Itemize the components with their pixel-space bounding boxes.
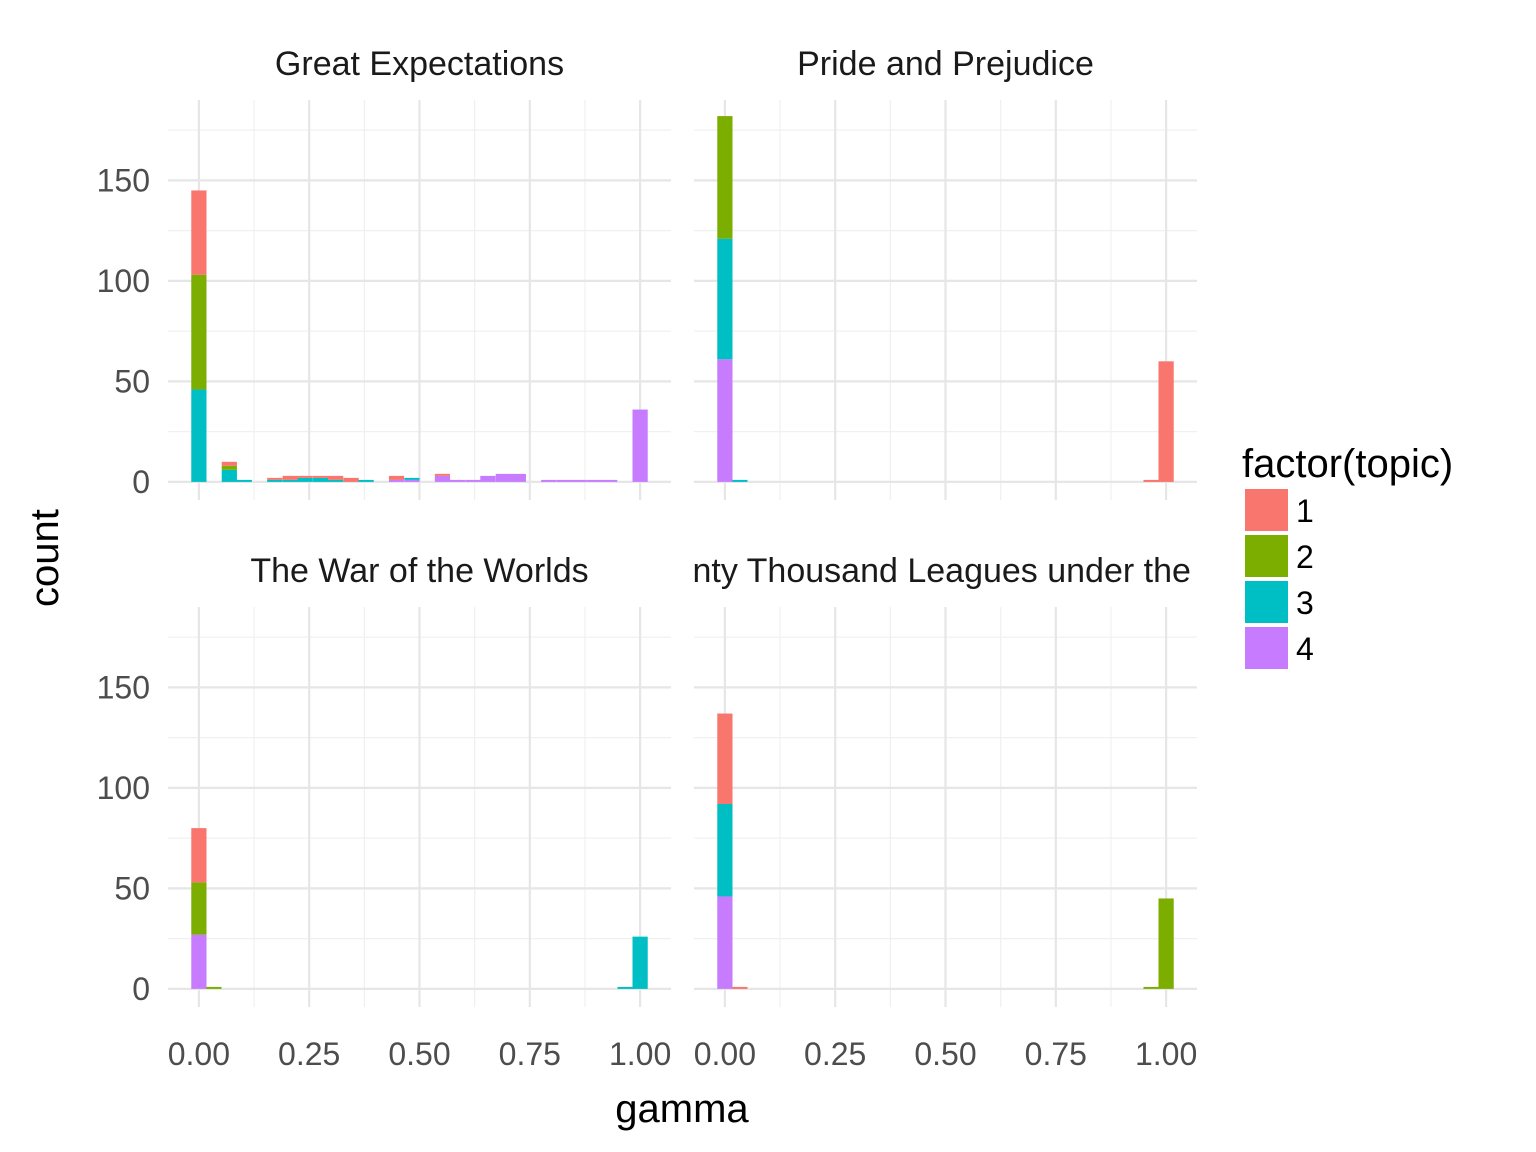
x-tick-label: 1.00 [609,1036,671,1072]
legend-label: 1 [1296,493,1314,529]
histogram-bar-topic-3 [617,986,633,989]
histogram-bar-topic-4 [632,409,648,482]
histogram-bar-topic-1 [1158,361,1174,482]
histogram-bar-topic-4 [449,479,466,482]
histogram-bar-topic-4 [465,479,481,482]
y-tick-label: 0 [132,464,150,500]
y-tick-label: 150 [97,669,150,705]
histogram-bar-topic-2 [1158,898,1174,989]
histogram-bar-topic-2 [206,986,222,989]
x-tick-label: 0.75 [1025,1036,1087,1072]
x-tick-label: 0.50 [914,1036,976,1072]
histogram-bar-topic-4 [571,479,587,482]
histogram-bar-topic-4 [717,896,733,989]
histogram-bar-topic-4 [434,475,451,482]
x-tick-label: 0.00 [694,1036,756,1072]
facet-strip-title: Great Expectations [275,45,564,83]
histogram-bar-topic-1 [717,713,733,804]
x-tick-label: 0.75 [499,1036,561,1072]
histogram-bar-topic-1 [313,475,329,478]
y-tick-label: 100 [97,263,150,299]
histogram-bar-topic-1 [732,986,748,989]
y-tick-label: 50 [114,870,150,906]
legend-key-3 [1245,581,1288,623]
legend-label: 4 [1296,631,1314,667]
histogram-bar-topic-3 [297,477,313,482]
histogram-bar-topic-3 [404,477,420,480]
x-tick-label: 0.25 [278,1036,340,1072]
facet-strip-title: The War of the Worlds [250,552,588,590]
histogram-bar-topic-1 [191,190,207,275]
histogram-bar-topic-3 [267,479,283,482]
histogram-bar-topic-4 [191,934,207,989]
histogram-bar-topic-3 [732,479,748,482]
legend-key-2 [1245,535,1288,577]
histogram-bar-topic-1 [221,461,237,466]
x-tick-label: 0.00 [168,1036,230,1072]
histogram-bar-topic-3 [313,477,329,482]
histogram-bar-topic-1 [282,475,298,480]
facet-strip-title: Twenty Thousand Leagues under the Sea [630,552,1261,590]
y-tick-label: 50 [114,363,150,399]
legend-label: 2 [1296,539,1314,575]
histogram-bar-topic-2 [221,465,237,470]
histogram-bar-topic-4 [556,479,572,482]
legend-label: 3 [1296,585,1314,621]
facet-panel [694,607,1197,1007]
x-tick-label: 0.25 [804,1036,866,1072]
histogram-bar-topic-4 [404,479,420,482]
legend-title: factor(topic) [1242,442,1453,486]
y-axis-title: count [23,509,67,607]
facet-panel [168,607,671,1007]
histogram-bar-topic-2 [191,274,207,390]
legend-key-4 [1245,627,1288,669]
histogram-bar-topic-1 [1143,479,1159,482]
x-axis-title: gamma [615,1087,749,1131]
histogram-bar-topic-4 [717,359,733,482]
facet-strip-title: Pride and Prejudice [797,45,1094,83]
histogram-bar-topic-1 [297,475,313,478]
legend-key-1 [1245,489,1288,531]
facet-panel [168,100,671,500]
histogram-bar-topic-1 [328,475,344,480]
histogram-bar-topic-4 [480,475,496,482]
histogram-bar-topic-1 [388,475,405,480]
y-tick-label: 0 [132,971,150,1007]
histogram-bar-topic-2 [191,882,207,935]
histogram-bar-topic-3 [191,389,207,482]
histogram-bar-topic-1 [267,477,283,480]
histogram-bar-topic-3 [358,479,374,482]
y-tick-label: 100 [97,770,150,806]
histogram-bar-topic-1 [343,477,359,482]
axes-layer: Great Expectations 0 50 100 150 Pride and Pre… [97,45,1261,1072]
histogram-bar-topic-4 [587,479,603,482]
histogram-bar-topic-2 [717,116,733,239]
histogram-bar-topic-4 [541,479,557,482]
histogram-bar-topic-2 [1143,986,1159,989]
x-tick-label: 1.00 [1135,1036,1197,1072]
y-tick-label: 150 [97,162,150,198]
histogram-bar-topic-3 [282,479,298,482]
panels-layer [168,100,1197,1007]
histogram-bar-topic-1 [434,473,451,476]
histogram-bar-topic-4 [510,473,526,482]
legend-items: 1 2 3 4 [1245,489,1314,669]
histogram-bar-topic-3 [717,803,733,897]
histogram-bar-topic-3 [717,238,733,360]
histogram-bar-topic-3 [236,479,252,482]
histogram-bar-topic-4 [495,473,511,482]
histogram-bar-topic-3 [632,936,648,989]
facet-panel [694,100,1197,500]
histogram-bar-topic-1 [191,828,207,883]
histogram-bar-topic-3 [221,469,237,482]
histogram-bar-topic-4 [388,479,405,482]
histogram-bar-topic-3 [328,479,344,482]
histogram-bar-topic-4 [602,479,618,482]
legend: factor(topic) 1 2 3 4 [1242,442,1453,669]
x-tick-label: 0.50 [388,1036,450,1072]
